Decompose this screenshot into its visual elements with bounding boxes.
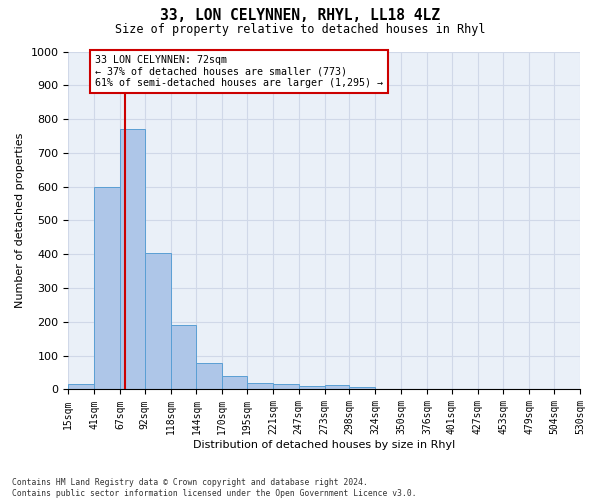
Bar xyxy=(170,326,196,390)
Bar xyxy=(247,384,273,390)
Bar xyxy=(299,386,325,390)
Text: 33, LON CELYNNEN, RHYL, LL18 4LZ: 33, LON CELYNNEN, RHYL, LL18 4LZ xyxy=(160,8,440,22)
Text: 33 LON CELYNNEN: 72sqm
← 37% of detached houses are smaller (773)
61% of semi-de: 33 LON CELYNNEN: 72sqm ← 37% of detached… xyxy=(95,55,383,88)
Bar xyxy=(325,385,349,390)
Y-axis label: Number of detached properties: Number of detached properties xyxy=(15,133,25,308)
Bar xyxy=(145,252,170,390)
X-axis label: Distribution of detached houses by size in Rhyl: Distribution of detached houses by size … xyxy=(193,440,455,450)
Bar xyxy=(349,387,376,390)
Text: Contains HM Land Registry data © Crown copyright and database right 2024.
Contai: Contains HM Land Registry data © Crown c… xyxy=(12,478,416,498)
Bar xyxy=(196,363,222,390)
Bar xyxy=(120,129,145,390)
Bar xyxy=(222,376,247,390)
Text: Size of property relative to detached houses in Rhyl: Size of property relative to detached ho… xyxy=(115,22,485,36)
Bar xyxy=(94,186,120,390)
Bar xyxy=(68,384,94,390)
Bar xyxy=(273,384,299,390)
